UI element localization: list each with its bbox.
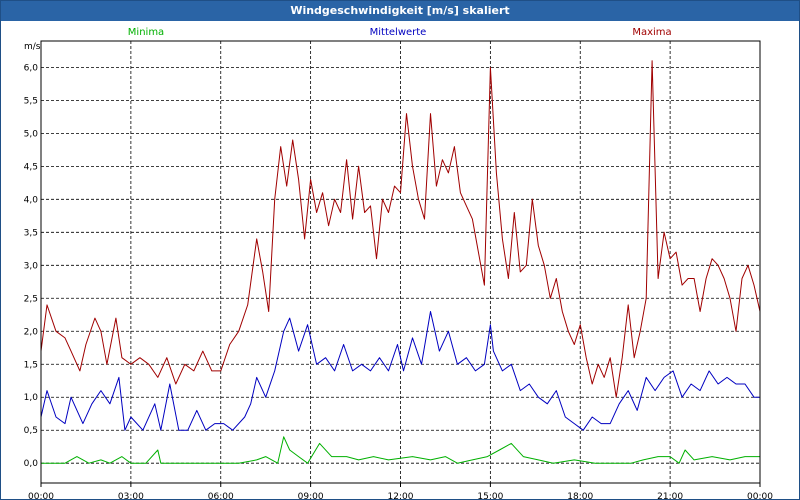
x-tick-time: 03:00 bbox=[118, 492, 144, 499]
legend-minima: Minima bbox=[128, 27, 164, 38]
wind-speed-chart: Minima Mittelwerte Maxima m/s 0,0 0,5 1,0 1… bbox=[24, 27, 774, 499]
y-axis-label: m/s bbox=[24, 42, 41, 52]
y-tick-label: 2,5 bbox=[24, 294, 38, 304]
x-tick-time: 09:00 bbox=[298, 492, 324, 499]
y-tick-label: 4,0 bbox=[24, 195, 39, 205]
y-tick-label: 3,0 bbox=[24, 261, 39, 271]
grid bbox=[41, 41, 760, 483]
y-tick-label: 1,5 bbox=[24, 360, 38, 370]
plot-frame bbox=[40, 40, 761, 484]
x-tick-time: 06:00 bbox=[208, 492, 234, 499]
y-tick-label: 5,5 bbox=[24, 96, 38, 106]
x-tick-time: 18:00 bbox=[567, 492, 593, 499]
y-tick-label: 0,5 bbox=[24, 426, 38, 436]
x-axis-ticks: 00:0009.05.2303:0009.05.2306:0009.05.230… bbox=[28, 483, 773, 499]
y-tick-label: 3,5 bbox=[24, 228, 38, 238]
legend-maxima: Maxima bbox=[632, 27, 671, 38]
y-tick-label: 2,0 bbox=[24, 327, 39, 337]
x-tick-time: 00:00 bbox=[747, 492, 773, 499]
legend-mittelwerte: Mittelwerte bbox=[370, 27, 427, 38]
x-tick-time: 15:00 bbox=[477, 492, 503, 499]
y-tick-label: 6,0 bbox=[24, 63, 39, 73]
x-tick-time: 12:00 bbox=[388, 492, 414, 499]
y-tick-label: 4,5 bbox=[24, 162, 38, 172]
x-tick-time: 21:00 bbox=[657, 492, 683, 499]
y-tick-label: 1,0 bbox=[24, 393, 39, 403]
maxima-line bbox=[40, 60, 761, 398]
window-title: Windgeschwindigkeit [m/s] skaliert bbox=[1, 1, 799, 21]
y-axis-ticks: 0,0 0,5 1,0 1,5 2,0 2,5 3,0 3,5 4,0 4,5 5,0 5,5 6,0 bbox=[24, 63, 39, 469]
mittelwerte-line bbox=[40, 311, 760, 431]
y-tick-label: 0,0 bbox=[24, 459, 39, 469]
minima-line bbox=[41, 436, 760, 464]
x-tick-time: 00:00 bbox=[28, 492, 54, 499]
series-lines bbox=[40, 60, 761, 464]
y-tick-label: 5,0 bbox=[24, 129, 39, 139]
